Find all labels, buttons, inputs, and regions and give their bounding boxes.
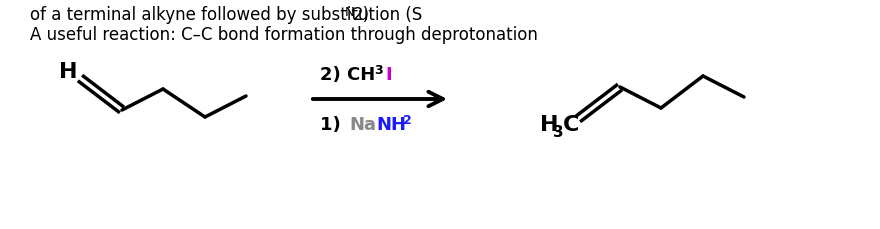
Text: I: I — [385, 66, 392, 84]
Text: H: H — [540, 114, 559, 134]
Text: Na: Na — [349, 115, 376, 134]
Text: N: N — [344, 5, 354, 18]
Text: C: C — [563, 114, 579, 134]
Text: 1): 1) — [320, 115, 347, 134]
Text: NH: NH — [376, 115, 406, 134]
Text: 2: 2 — [403, 113, 412, 126]
Text: 3: 3 — [374, 63, 383, 76]
Text: 2) CH: 2) CH — [320, 66, 375, 84]
Text: 2): 2) — [352, 6, 370, 24]
Text: A useful reaction: C–C bond formation through deprotonation: A useful reaction: C–C bond formation th… — [30, 26, 538, 44]
Text: 3: 3 — [553, 124, 563, 139]
Text: H: H — [59, 62, 77, 82]
Text: of a terminal alkyne followed by substitution (S: of a terminal alkyne followed by substit… — [30, 6, 422, 24]
